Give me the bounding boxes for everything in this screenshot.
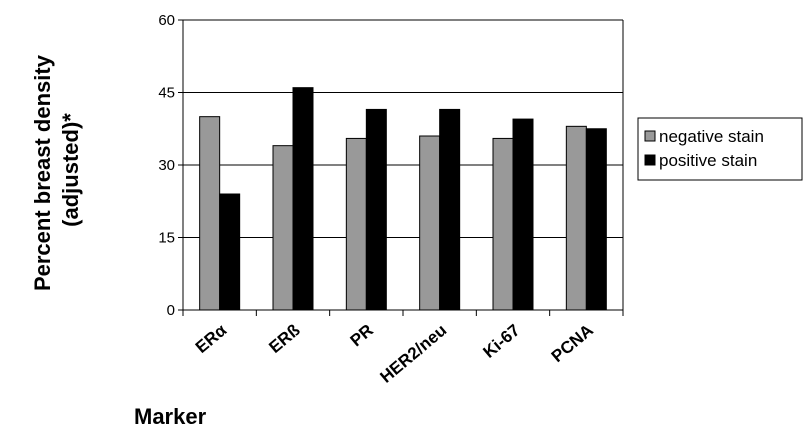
x-axis-title: Marker [134,404,207,429]
bar-positive [512,118,534,311]
legend-border [637,117,803,181]
y-tick-label: 30 [158,157,175,174]
legend-swatch-positive [644,154,656,166]
bar-positive [585,128,607,311]
bar-positive [365,108,387,311]
x-tick-label: PCNA [548,321,597,367]
bar-negative [565,125,587,311]
y-axis-title: Percent breast density (adjusted)* [30,49,83,291]
x-tick-label: Ki-67 [480,321,524,362]
legend-label-negative: negative stain [659,127,764,146]
legend: negative stain positive stain [637,117,803,181]
gridlines [183,19,623,238]
y-tick-label: 60 [158,12,175,29]
bar-positive [439,108,461,311]
x-tick-label: PR [347,321,377,351]
legend-label-positive: positive stain [659,151,757,170]
x-tick-label: ERα [192,320,231,357]
y-axis-title-line-2: (adjusted)* [58,113,83,227]
y-tick-label: 0 [167,302,175,319]
y-axis-title-line-1: Percent breast density [30,54,55,291]
bar-positive [219,193,241,311]
bar-negative [419,135,441,311]
bar-negative [199,116,221,311]
bar-positive [292,87,314,311]
x-tick-label: ERß [265,321,303,357]
axes [178,19,624,316]
bar-negative [272,145,294,311]
y-tick-labels: 0 15 30 45 60 [158,12,175,319]
y-tick-label: 15 [158,230,175,247]
bar-negative [345,137,367,311]
x-tick-labels: ERα ERß PR HER2/neu Ki-67 PCNA [192,320,597,387]
y-tick-label: 45 [158,85,175,102]
bar-negative [492,137,514,311]
x-tick-label: HER2/neu [377,321,451,387]
bars [199,87,607,311]
legend-swatch-negative [644,130,656,142]
